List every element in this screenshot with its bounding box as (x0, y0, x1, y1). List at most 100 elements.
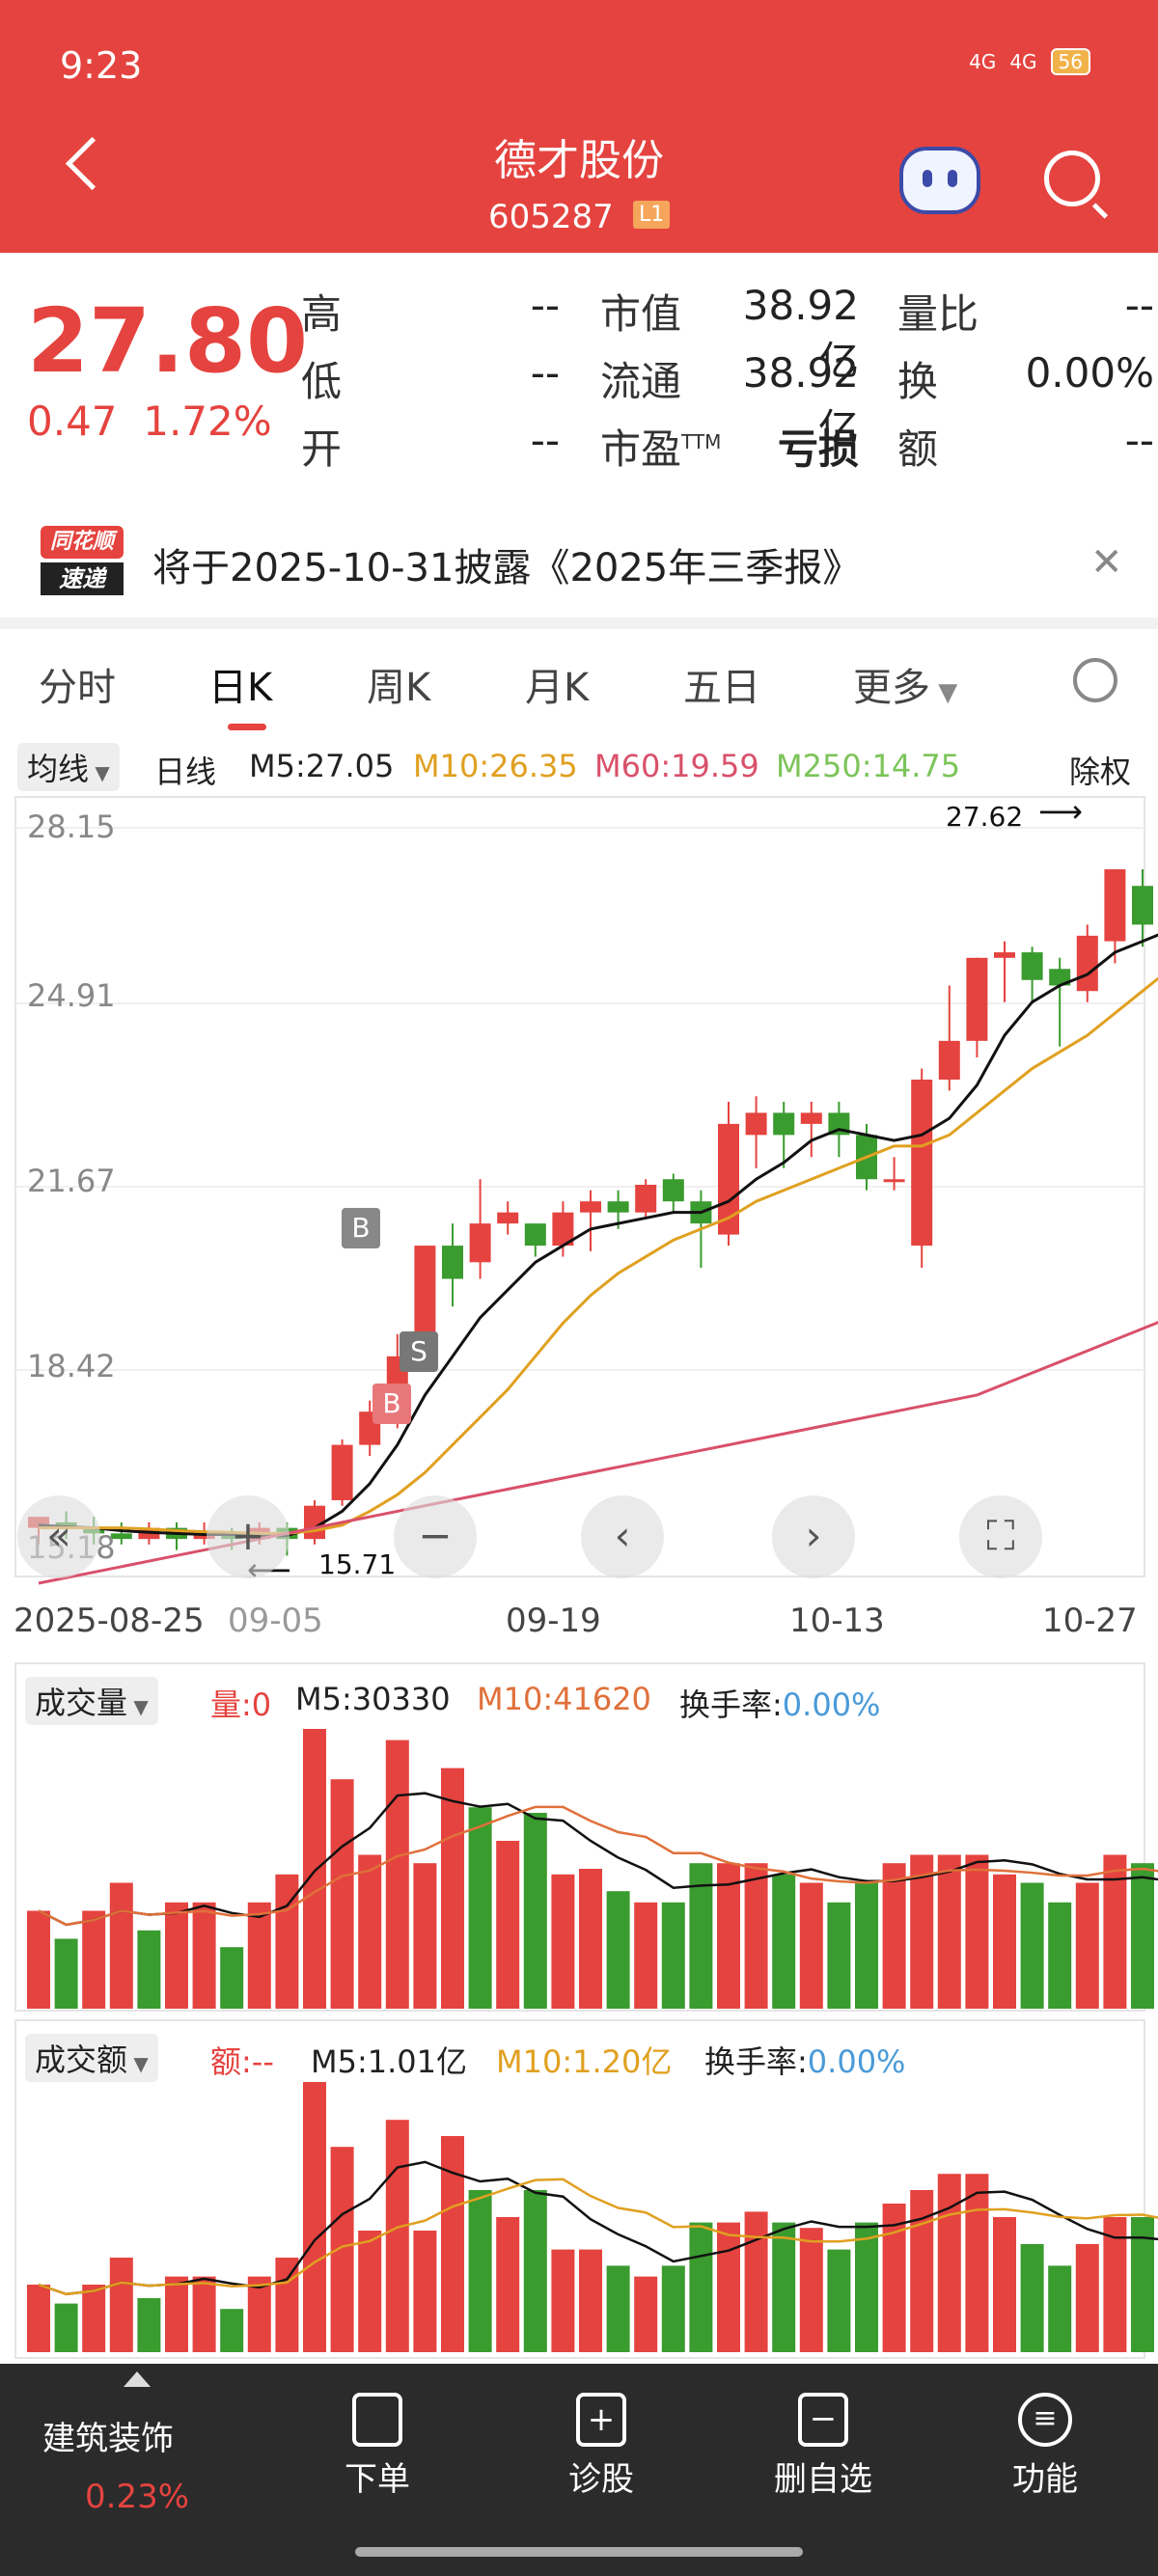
volume-bar (82, 1910, 106, 2009)
candle-body (1049, 969, 1071, 986)
amount-bar (1103, 2217, 1127, 2352)
amount-bar (855, 2222, 878, 2352)
volume-selector[interactable]: 成交量 ▼ (25, 1677, 158, 1725)
candle-body (800, 1112, 822, 1124)
amount-turnover: 换手率:0.00% (704, 2038, 905, 2082)
candle-body (745, 1112, 767, 1136)
diagnose-button[interactable]: + 诊股 (519, 2393, 683, 2500)
tab-daily-k[interactable]: 日K (208, 666, 273, 710)
amount-current: 额:-- (210, 2043, 274, 2080)
candle-body (414, 1246, 436, 1357)
amount-turnover-value: 0.00% (807, 2043, 906, 2080)
candle-body (110, 1533, 132, 1540)
volume-bar (247, 1902, 271, 2009)
tab-fenshi[interactable]: 分时 (39, 666, 116, 710)
kline-chart[interactable] (0, 0, 1158, 2364)
amount-bar (744, 2211, 768, 2352)
amount-selector[interactable]: 成交额 ▼ (25, 2034, 158, 2082)
volume-selector-label: 成交量 (35, 1685, 128, 1721)
vol-ratio-label: 量比 (897, 290, 979, 338)
volume-bar (634, 1902, 658, 2009)
fullscreen-icon[interactable]: ⛶ (959, 1495, 1042, 1578)
candle-body (1132, 886, 1153, 925)
vol-ratio-value: -- (1124, 282, 1154, 329)
candle-body (773, 1112, 795, 1136)
amount-label: 额 (897, 425, 939, 473)
amount-bar (827, 2249, 851, 2352)
zoom-out-icon[interactable]: − (394, 1495, 477, 1578)
price-change: 0.47 1.72% (27, 397, 272, 445)
sector-name[interactable]: 建筑装饰 (42, 2420, 174, 2458)
volume-bar (165, 1902, 188, 2009)
amount-bar (717, 2222, 740, 2352)
volume-turnover: 换手率:0.00% (679, 1681, 880, 1725)
diagnose-icon: + (576, 2393, 626, 2447)
date-label-2: 09-05 (228, 1602, 323, 1640)
ma-selector-label: 均线 (27, 751, 90, 787)
sector-change: 0.23% (85, 2478, 190, 2516)
order-button[interactable]: 下单 (295, 2393, 459, 2500)
amount-bar (192, 2276, 216, 2352)
chevron-right-icon[interactable]: › (772, 1495, 855, 1578)
fq-toggle[interactable]: 除权 (1069, 754, 1132, 790)
ma-line-m10 (39, 976, 1158, 1535)
amount-bar (606, 2265, 630, 2352)
close-icon[interactable]: ✕ (1090, 540, 1123, 585)
volume-bar (523, 1813, 547, 2009)
amount-bar (1131, 2217, 1154, 2352)
robot-assistant-icon[interactable] (899, 147, 980, 214)
order-label: 下单 (345, 2460, 410, 2499)
candle-body (193, 1533, 215, 1540)
chevron-left-icon[interactable]: ‹ (581, 1495, 664, 1578)
volume-bar (606, 1891, 630, 2009)
settings-icon[interactable] (1073, 658, 1117, 702)
tab-indicator (228, 724, 266, 730)
amount-bar (882, 2204, 906, 2352)
notice-text[interactable]: 将于2025-10-31披露《2025年三季报》 (152, 546, 862, 590)
tab-five-day[interactable]: 五日 (683, 666, 760, 710)
candle-body (607, 1201, 629, 1213)
amount-bar (910, 2190, 934, 2352)
amount-bar (1048, 2265, 1072, 2352)
tab-weekly-k[interactable]: 周K (367, 666, 431, 710)
caret-up-icon[interactable] (124, 2371, 151, 2387)
amount-selector-label: 成交额 (35, 2042, 128, 2078)
tab-more[interactable]: 更多 ▼ (853, 656, 957, 712)
amount-bar (799, 2228, 823, 2352)
signal-icon: 4G (969, 50, 997, 73)
ma-selector[interactable]: 均线 ▼ (17, 743, 120, 791)
amount-bar (413, 2231, 437, 2352)
search-icon[interactable] (1044, 151, 1100, 206)
minus-box-icon: − (798, 2393, 848, 2447)
ma250-label: M250:14.75 (776, 748, 961, 784)
volume-bar (1020, 1882, 1044, 2009)
amount-bar (937, 2174, 961, 2352)
remove-watchlist-button[interactable]: − 删自选 (741, 2393, 905, 2500)
sell-marker[interactable]: S (400, 1331, 438, 1372)
volume-bar (413, 1863, 437, 2009)
volume-m5: M5:30330 (295, 1681, 451, 1717)
candle-body (994, 952, 1015, 958)
volume-bar (855, 1882, 878, 2009)
volume-bar (1131, 1863, 1154, 2009)
tab-monthly-k[interactable]: 月K (525, 666, 590, 710)
amount-value: -- (1124, 417, 1154, 464)
caret-down-icon: ▼ (89, 761, 110, 784)
volume-current: 量:0 (210, 1686, 272, 1723)
change-value: 0.47 (27, 397, 118, 445)
y-tick-3: 21.67 (27, 1163, 116, 1199)
max-price-label: 27.62 (946, 801, 1024, 833)
buy-marker-2[interactable]: B (372, 1384, 411, 1424)
open-value: -- (530, 417, 560, 464)
rewind-icon[interactable]: « (17, 1495, 100, 1578)
volume-bar (358, 1854, 382, 2009)
min-price-label: 15.71 (318, 1548, 397, 1580)
remove-label: 删自选 (774, 2460, 872, 2499)
zoom-in-icon[interactable]: + (207, 1495, 290, 1578)
volume-bar (109, 1882, 133, 2009)
caret-down-icon: ▼ (127, 2052, 149, 2075)
volume-bar (910, 1854, 934, 2009)
buy-marker[interactable]: B (342, 1208, 380, 1248)
function-button[interactable]: ≡ 功能 (963, 2393, 1127, 2500)
amount-bar (772, 2222, 796, 2352)
